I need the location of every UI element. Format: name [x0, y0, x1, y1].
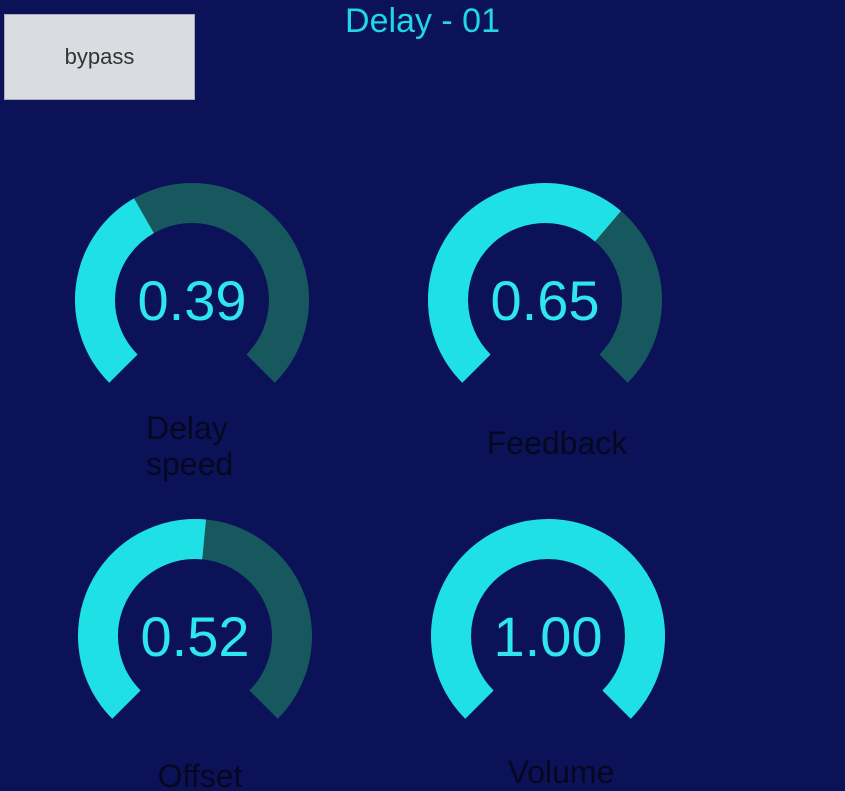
knob-value-arc: [78, 519, 206, 719]
knob-value-arc: [428, 183, 621, 383]
knob-label: Volume: [507, 754, 615, 790]
knob-value-arc: [75, 198, 155, 383]
title: Delay - 01: [345, 2, 500, 40]
knob-value: 0.65: [491, 269, 600, 332]
knob-value-arc: [431, 519, 665, 719]
knob-value: 0.52: [141, 605, 250, 668]
knob-label: Offset: [157, 758, 243, 791]
knob-label: Delay speed: [146, 410, 234, 482]
knob-value: 1.00: [494, 605, 603, 668]
knob-label: Feedback: [486, 425, 628, 461]
knob-value: 0.39: [138, 269, 247, 332]
bypass-button[interactable]: bypass: [4, 14, 195, 100]
